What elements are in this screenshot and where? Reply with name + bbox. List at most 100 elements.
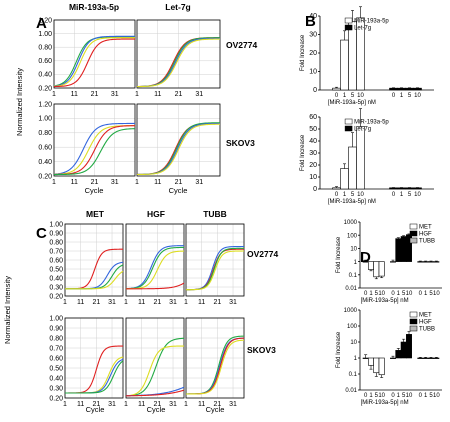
plot-frame: [64, 317, 124, 399]
x-tick-label: 31: [169, 401, 177, 408]
x-tick-label: 1: [424, 393, 428, 399]
panel-c-column-title: MET: [86, 209, 105, 219]
panel-a-ylabel: Normalized Intensity: [15, 68, 24, 136]
x-axis-label: [MiR-193a-5p] nM: [328, 199, 376, 205]
y-axis-label: Fold Increase: [300, 134, 306, 171]
legend-swatch: [409, 230, 418, 237]
y-tick-label: 0.20: [38, 173, 52, 180]
bar: [400, 236, 407, 262]
x-tick-label: 1: [424, 291, 428, 297]
y-tick-label: 0.60: [38, 58, 52, 65]
y-tick-label: 0.60: [38, 145, 52, 152]
x-tick-label: 21: [153, 401, 161, 408]
x-tick-label: 11: [198, 299, 205, 306]
x-tick-label: 21: [175, 179, 183, 186]
amplification-curve: [53, 128, 136, 176]
y-tick-label: 1.20: [38, 101, 52, 108]
legend-label: Let-7g: [354, 127, 371, 133]
y-tick-label: 1000: [344, 220, 358, 226]
bar: [348, 146, 357, 190]
x-tick-label: 10: [414, 192, 421, 198]
panel-c-column-title: HGF: [147, 209, 165, 219]
plot-frame: [125, 223, 185, 297]
plot-frame: [136, 19, 221, 89]
x-tick-label: 31: [195, 91, 203, 98]
y-tick-label: 10: [309, 174, 317, 181]
panel-a-row-label: OV2774: [226, 40, 257, 50]
panel-c-column-title: TUBB: [203, 209, 227, 219]
x-tick-label: 11: [71, 91, 78, 98]
bar: [378, 261, 385, 277]
y-tick-label: 30: [309, 32, 317, 39]
y-tick-label: 10: [309, 69, 317, 76]
y-tick-label: 0.20: [49, 395, 63, 402]
y-tick-label: 0.80: [49, 239, 63, 246]
y-tick-label: 0.1: [349, 372, 358, 378]
y-tick-label: 30: [309, 150, 317, 157]
x-tick-label: 5: [375, 393, 379, 399]
amplification-curve: [125, 389, 185, 397]
bar: [422, 357, 429, 359]
x-tick-label: 10: [406, 393, 413, 399]
bar: [378, 357, 385, 376]
y-tick-label: 60: [309, 114, 317, 121]
x-tick-label: 5: [402, 291, 406, 297]
y-axis-label: Fold Increase: [300, 34, 306, 71]
y-tick-label: 0.30: [49, 284, 63, 291]
x-tick-label: 10: [433, 291, 440, 297]
y-axis-label: Fold Increase: [336, 331, 342, 368]
x-tick-label: 1: [124, 401, 128, 408]
bar: [332, 87, 341, 91]
amplification-curve: [65, 261, 124, 290]
y-tick-label: 1.00: [49, 221, 63, 228]
y-tick-label: 1000: [344, 308, 358, 314]
x-tick-label: 0: [419, 393, 423, 399]
amplification-curve: [126, 282, 185, 290]
y-tick-label: 0: [313, 186, 317, 193]
x-tick-label: 1: [135, 179, 139, 186]
x-tick-label: 21: [175, 91, 183, 98]
plot-frame: [53, 103, 136, 177]
y-tick-label: 100: [347, 324, 358, 330]
bar: [406, 334, 412, 359]
y-tick-label: 1.00: [38, 31, 52, 38]
bar: [413, 187, 422, 190]
y-tick-label: 0.40: [38, 72, 52, 79]
bar: [389, 187, 398, 190]
plot-frame: [64, 223, 124, 297]
amplification-curve: [65, 270, 124, 290]
y-tick-label: 0.80: [49, 335, 63, 342]
amplification-curve: [65, 345, 124, 394]
legend-swatch: [344, 118, 353, 125]
x-tick-label: 1: [369, 291, 373, 297]
y-tick-label: 20: [309, 162, 317, 169]
legend-swatch: [409, 237, 418, 244]
y-tick-label: 0.01: [345, 286, 357, 292]
legend-label: TUBB: [419, 327, 435, 333]
x-tick-label: 11: [138, 401, 145, 408]
x-tick-label: 1: [135, 91, 139, 98]
plot-area: 0.200.400.600.801.001.201 11 21 31 1 11 21 310.…: [38, 6, 442, 408]
y-tick-label: 10: [350, 340, 357, 346]
y-tick-label: 40: [309, 138, 317, 145]
amplification-curve: [136, 38, 221, 88]
y-tick-label: 0.80: [38, 130, 52, 137]
x-tick-label: 21: [92, 299, 100, 306]
x-tick-label: 31: [229, 299, 237, 306]
x-tick-label: 10: [433, 393, 440, 399]
y-tick-label: 0.40: [38, 159, 52, 166]
y-tick-label: 0.70: [49, 248, 63, 255]
panel-a-row-label: SKOV3: [226, 138, 255, 148]
bar: [417, 357, 424, 359]
x-tick-label: 0: [364, 291, 368, 297]
bar: [362, 261, 369, 263]
amplification-curve: [125, 345, 185, 397]
x-tick-label: 31: [108, 299, 116, 306]
x-tick-label: 21: [92, 401, 100, 408]
y-tick-label: 0.50: [49, 266, 63, 273]
x-tick-label: 31: [111, 179, 119, 186]
bar: [405, 187, 414, 190]
x-tick-label: 0: [419, 291, 423, 297]
y-tick-label: 1: [354, 260, 358, 266]
y-tick-label: 0.20: [49, 293, 63, 300]
